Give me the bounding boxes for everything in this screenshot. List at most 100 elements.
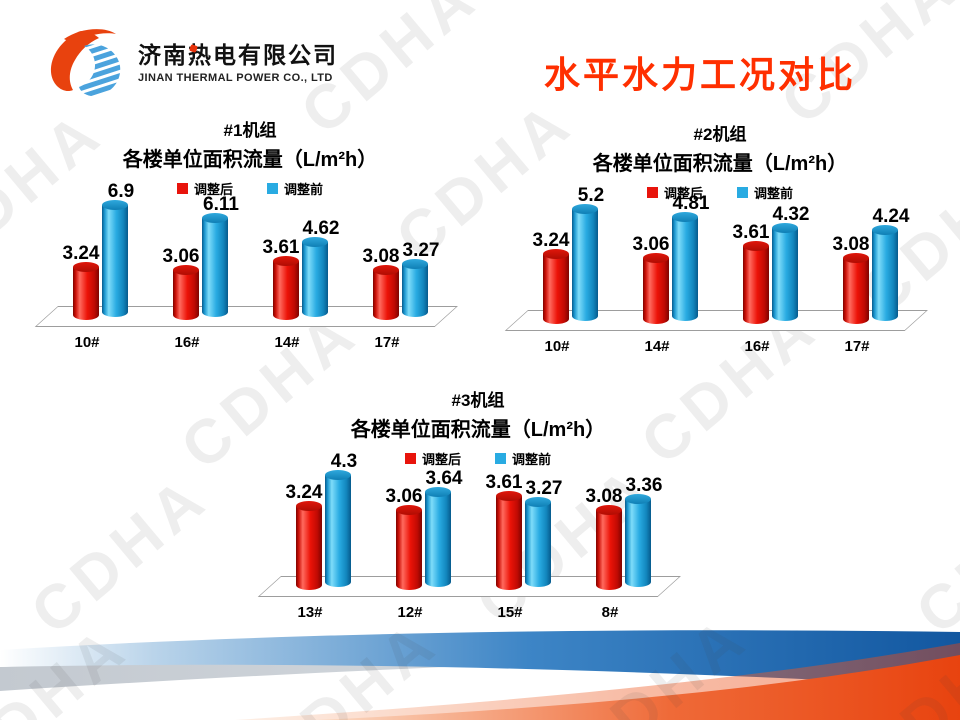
legend-swatch-after — [646, 187, 658, 198]
value-label-before: 3.64 — [425, 468, 463, 490]
value-label-after: 3.06 — [162, 246, 200, 268]
chart-subtitle: 各楼单位面积流量（L/m²h） — [592, 153, 848, 175]
legend-label-before: 调整前 — [284, 182, 324, 197]
bar-cylinder — [543, 249, 569, 324]
bar-cylinder — [625, 494, 651, 587]
value-label-after: 3.61 — [262, 237, 300, 259]
category-label: 8# — [601, 604, 619, 621]
legend-swatch-before — [737, 187, 748, 198]
bar-cylinder-cap — [102, 200, 128, 210]
bar-cylinder-cap — [173, 265, 199, 276]
bar-cylinder — [202, 212, 228, 317]
bar-cylinder-cap — [496, 490, 522, 501]
bar-cylinder — [525, 496, 551, 587]
bar-cylinder-cap — [643, 253, 669, 264]
bar-cylinder — [572, 204, 598, 321]
bar-cylinder-cap — [525, 496, 551, 507]
legend-item-before: 调整前 — [267, 179, 323, 198]
bar-cylinder-cap — [625, 494, 651, 505]
category-label: 14# — [274, 334, 300, 351]
value-label-before: 6.9 — [107, 181, 135, 202]
value-label-after: 3.24 — [285, 481, 323, 503]
value-label-before: 3.27 — [525, 477, 563, 499]
bar-cylinder — [425, 487, 451, 587]
plot-area: 3.24 5.2 10# 3.06 4.81 14# 3.61 4.32 16# 3.08 4.24… — [495, 185, 945, 368]
bar-cylinder — [872, 224, 898, 321]
value-label-after: 3.61 — [485, 471, 523, 493]
value-label-before: 5.2 — [577, 185, 605, 206]
chart-subtitle: 各楼单位面积流量（L/m²h） — [350, 419, 606, 441]
value-label-before: 3.27 — [402, 239, 440, 261]
chart-unit-3: #3机组 各楼单位面积流量（L/m²h） 调整后 调整前 3.24 4.3 13# 3… — [248, 386, 708, 636]
bar-cylinder-cap — [672, 212, 698, 223]
bar-cylinder — [396, 505, 422, 590]
chart-legend: 调整后 调整前 — [495, 183, 945, 202]
company-logo-icon — [50, 29, 121, 97]
chart-subtitle: 各楼单位面积流量（L/m²h） — [122, 149, 378, 171]
logo-swoosh — [64, 29, 116, 44]
category-label: 13# — [297, 604, 323, 621]
bar-cylinder-cap — [596, 504, 622, 515]
bar-cylinder — [402, 258, 428, 317]
value-label-after: 3.24 — [62, 243, 100, 265]
company-name-cn: 济南热电有限公司 — [138, 42, 338, 69]
chart-legend: 调整后 调整前 — [248, 449, 708, 468]
bar-cylinder-cap — [543, 249, 569, 260]
bar-cylinder-cap — [273, 256, 299, 267]
wave-blue — [0, 630, 960, 687]
bar-cylinder-cap — [843, 252, 869, 263]
bar-cylinder-cap — [743, 241, 769, 252]
bar-cylinder — [596, 504, 622, 590]
value-label-after: 3.24 — [532, 230, 570, 252]
legend-swatch-before — [267, 183, 278, 194]
bar-cylinder-cap — [425, 487, 451, 498]
legend-swatch-after — [404, 453, 416, 464]
value-label-before: 4.62 — [302, 218, 340, 239]
bar-cylinder-cap — [325, 470, 351, 480]
bar-cylinder — [672, 212, 698, 321]
legend-label-before: 调整前 — [512, 452, 552, 467]
bar-cylinder — [772, 222, 798, 321]
bar-cylinder-cap — [296, 500, 322, 511]
legend-item-after: 调整后 — [646, 183, 703, 202]
category-label: 14# — [644, 338, 670, 355]
bar-cylinder-cap — [373, 265, 399, 275]
bar-cylinder — [373, 265, 399, 320]
bar-cylinder-cap — [302, 237, 328, 247]
category-label: 12# — [397, 604, 423, 621]
category-label: 16# — [744, 338, 770, 355]
chart-unit-1: #1机组 各楼单位面积流量（L/m²h） 调整后 调整前 3.24 6.9 10# 3… — [25, 116, 475, 366]
company-logo: 济南热电有限公司 JINAN THERMAL POWER CO., LTD — [42, 26, 338, 100]
bar-cylinder-cap — [402, 258, 428, 269]
bar-cylinder-cap — [772, 222, 798, 233]
value-label-after: 3.61 — [732, 222, 770, 244]
bar-cylinder — [843, 252, 869, 324]
value-label-after: 3.06 — [632, 234, 670, 256]
bar-cylinder-cap — [572, 204, 598, 214]
company-name-en: JINAN THERMAL POWER CO., LTD — [138, 71, 333, 84]
bar-cylinder — [273, 256, 299, 320]
category-label: 15# — [497, 604, 523, 621]
chart-title: #2机组 — [693, 125, 747, 144]
category-label: 10# — [74, 334, 100, 351]
bar-cylinder — [496, 490, 522, 590]
header: 济南热电有限公司 JINAN THERMAL POWER CO., LTD 水平… — [0, 0, 960, 110]
legend-label-after: 调整后 — [663, 186, 703, 201]
chart-unit-2: #2机组 各楼单位面积流量（L/m²h） 调整后 调整前 3.24 5.2 10# 3… — [495, 120, 945, 370]
bar-cylinder — [643, 253, 669, 324]
bar-cylinder-cap — [73, 262, 99, 273]
category-label: 17# — [844, 338, 870, 355]
legend-label-after: 调整后 — [421, 452, 461, 467]
category-label: 10# — [544, 338, 570, 355]
bar-cylinder — [173, 265, 199, 320]
value-label-after: 3.08 — [832, 233, 870, 255]
chart-title: #3机组 — [451, 391, 505, 410]
value-label-after: 3.08 — [585, 485, 623, 507]
legend-swatch-before — [495, 453, 506, 464]
page-title: 水平水力工况对比 — [543, 55, 856, 95]
value-label-before: 4.3 — [330, 451, 358, 472]
value-label-before: 4.24 — [872, 205, 910, 227]
company-logo-text: 济南热电有限公司 JINAN THERMAL POWER CO., LTD — [138, 42, 338, 83]
bar-cylinder-cap — [202, 212, 228, 223]
